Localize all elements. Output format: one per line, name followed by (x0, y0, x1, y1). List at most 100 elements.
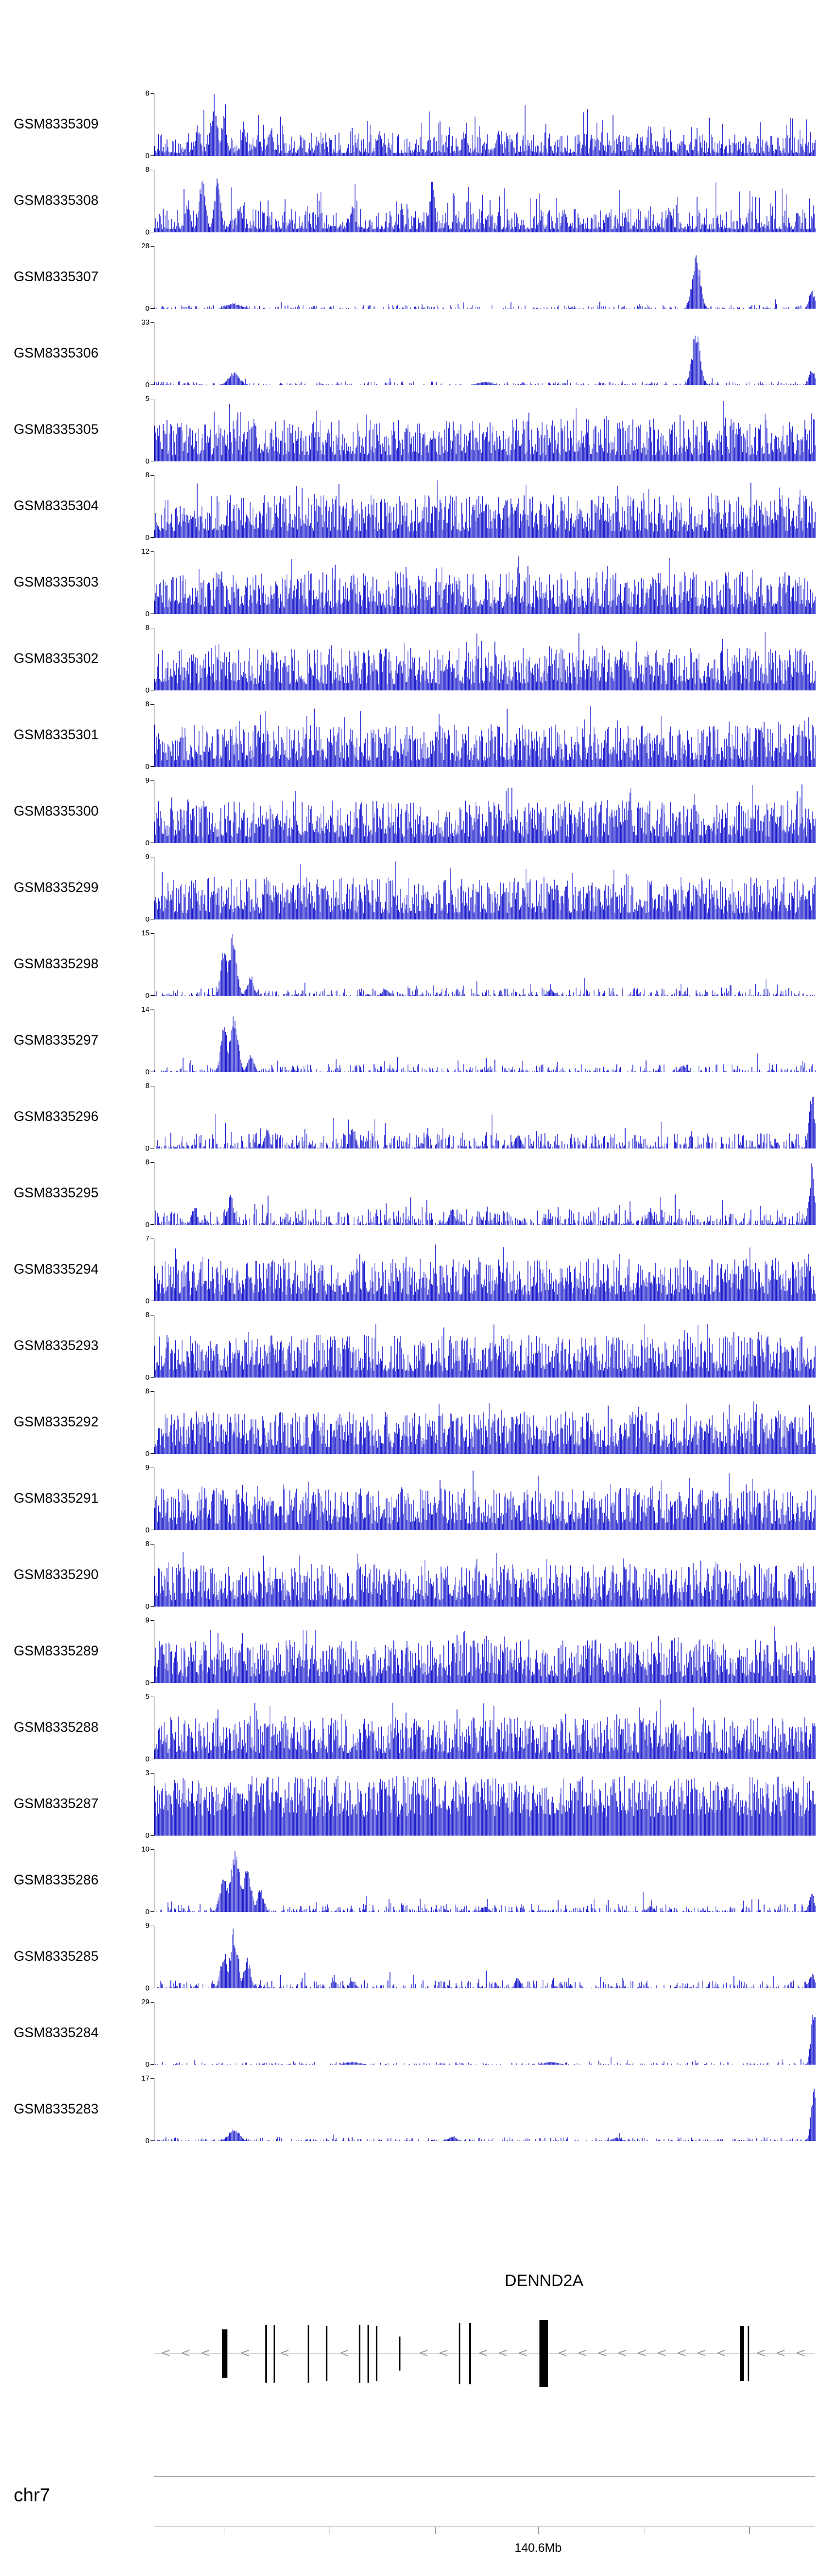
track-label: GSM8335295 (14, 1185, 99, 1201)
axis-tick-bottom (151, 2064, 154, 2065)
track-label: GSM8335297 (14, 1033, 99, 1048)
strand-arrow-icon: < (498, 2346, 508, 2360)
strand-arrow-icon: < (656, 2346, 667, 2360)
track-label: GSM8335292 (14, 1414, 99, 1430)
gene-exon (265, 2324, 268, 2383)
gene-exon (739, 2326, 744, 2381)
y-axis-min-label: 0 (145, 1297, 149, 1305)
y-axis-min-label: 0 (145, 610, 149, 618)
axis-tick-top (151, 93, 154, 94)
track-label: GSM8335298 (14, 956, 99, 972)
axis-tick-top (151, 1849, 154, 1850)
y-axis-max-label: 12 (141, 547, 149, 555)
track-row-GSM8335286: GSM8335286 10 0 (0, 1845, 824, 1926)
y-axis-min-label: 0 (145, 1908, 149, 1916)
axis-tick-bottom (151, 1377, 154, 1378)
track-plot (151, 1239, 816, 1301)
strand-arrow-icon: < (716, 2346, 727, 2360)
track-row-GSM8335287: GSM8335287 3 0 (0, 1769, 824, 1849)
track-row-GSM8335307: GSM8335307 28 0 (0, 242, 824, 322)
ruler-tick (749, 2527, 750, 2534)
axis-tick-top (151, 2078, 154, 2079)
gene-exon (469, 2323, 471, 2384)
y-axis-max-label: 28 (141, 242, 149, 250)
track-row-GSM8335284: GSM8335284 29 0 (0, 1998, 824, 2078)
track-row-GSM8335304: GSM8335304 8 0 (0, 471, 824, 551)
track-label: GSM8335304 (14, 498, 99, 514)
y-axis-min-label: 0 (145, 1373, 149, 1381)
track-label: GSM8335286 (14, 1872, 99, 1888)
track-label: GSM8335303 (14, 575, 99, 590)
y-axis-max-label: 8 (145, 1540, 149, 1548)
track-label: GSM8335283 (14, 2101, 99, 2117)
axis-tick-top (151, 2002, 154, 2003)
axis-tick-top (151, 246, 154, 247)
axis-tick-top (151, 1391, 154, 1392)
track-plot (151, 399, 816, 461)
y-axis-max-label: 8 (145, 1311, 149, 1319)
track-row-GSM8335297: GSM8335297 14 0 (0, 1005, 824, 1086)
track-row-GSM8335300: GSM8335300 9 0 (0, 776, 824, 857)
strand-arrow-icon: < (517, 2346, 528, 2360)
axis-tick-bottom (151, 537, 154, 538)
track-label: GSM8335294 (14, 1262, 99, 1277)
track-plot (151, 1315, 816, 1378)
track-plot (151, 857, 816, 919)
track-label: GSM8335288 (14, 1720, 99, 1735)
axis-tick-bottom (151, 995, 154, 996)
y-axis-max-label: 5 (145, 1692, 149, 1700)
track-label: GSM8335308 (14, 193, 99, 208)
gene-exon (376, 2326, 378, 2381)
track-plot (151, 322, 816, 385)
axis-tick-top (151, 322, 154, 323)
axis-tick-top (151, 1162, 154, 1163)
strand-arrow-icon: < (478, 2346, 488, 2360)
track-row-GSM8335296: GSM8335296 8 0 (0, 1081, 824, 1162)
y-axis-max-label: 9 (145, 1463, 149, 1471)
strand-arrow-icon: < (597, 2346, 608, 2360)
track-plot (151, 551, 816, 614)
track-plot (151, 1773, 816, 1836)
track-row-GSM8335301: GSM8335301 8 0 (0, 700, 824, 780)
y-axis-min-label: 0 (145, 152, 149, 160)
y-axis-min-label: 0 (145, 1144, 149, 1152)
y-axis-min-label: 0 (145, 228, 149, 236)
track-row-GSM8335308: GSM8335308 8 0 (0, 165, 824, 246)
y-axis-min-label: 0 (145, 381, 149, 389)
axis-tick-top (151, 475, 154, 476)
track-row-GSM8335294: GSM8335294 7 0 (0, 1234, 824, 1315)
strand-arrow-icon: < (160, 2346, 171, 2360)
track-row-GSM8335290: GSM8335290 8 0 (0, 1540, 824, 1620)
track-label: GSM8335289 (14, 1643, 99, 1659)
signal-histogram (155, 1163, 816, 1225)
track-plot (151, 780, 816, 843)
track-plot (151, 1086, 816, 1148)
y-axis-min-label: 0 (145, 304, 149, 313)
y-axis-max-label: 8 (145, 471, 149, 479)
track-row-GSM8335305: GSM8335305 5 0 (0, 394, 824, 475)
track-row-GSM8335299: GSM8335299 9 0 (0, 852, 824, 933)
strand-arrow-icon: < (557, 2346, 568, 2360)
y-axis-min-label: 0 (145, 1755, 149, 1763)
y-axis-max-label: 9 (145, 776, 149, 784)
y-axis-min-label: 0 (145, 1984, 149, 1992)
track-label: GSM8335301 (14, 727, 99, 743)
axis-tick-top (151, 1620, 154, 1621)
track-label: GSM8335296 (14, 1109, 99, 1124)
chromosome-line (154, 2476, 815, 2477)
y-axis-max-label: 8 (145, 165, 149, 174)
track-row-GSM8335291: GSM8335291 9 0 (0, 1463, 824, 1544)
y-axis-min-label: 0 (145, 1831, 149, 1839)
axis-tick-bottom (151, 1224, 154, 1225)
strand-arrow-icon: < (438, 2346, 449, 2360)
axis-tick-bottom (151, 766, 154, 767)
y-axis-min-label: 0 (145, 1602, 149, 1610)
track-plot (151, 475, 816, 538)
track-plot (151, 1010, 816, 1072)
axis-tick-bottom (151, 308, 154, 309)
y-axis-min-label: 0 (145, 1449, 149, 1458)
